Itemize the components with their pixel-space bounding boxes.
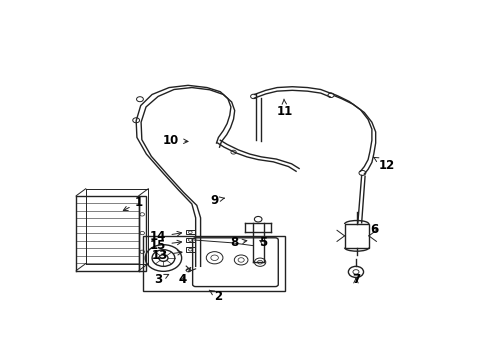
Bar bbox=[186, 247, 194, 252]
Text: 5: 5 bbox=[259, 236, 267, 249]
Text: 11: 11 bbox=[276, 99, 292, 118]
Text: 15: 15 bbox=[150, 239, 181, 252]
Bar bbox=[344, 224, 368, 248]
Text: 13: 13 bbox=[151, 249, 182, 262]
Text: 4: 4 bbox=[178, 273, 186, 286]
Text: 7: 7 bbox=[351, 273, 359, 286]
Bar bbox=[142, 236, 284, 291]
Text: 12: 12 bbox=[373, 157, 394, 172]
Text: 10: 10 bbox=[163, 134, 187, 147]
Text: 14: 14 bbox=[150, 230, 181, 243]
Bar bbox=[186, 230, 194, 234]
Text: 6: 6 bbox=[369, 223, 377, 236]
Bar bbox=[186, 238, 194, 242]
Bar bbox=[139, 195, 145, 270]
Text: 3: 3 bbox=[154, 273, 168, 286]
Text: 1: 1 bbox=[123, 196, 142, 211]
Text: 8: 8 bbox=[230, 236, 246, 249]
Text: 2: 2 bbox=[209, 289, 222, 302]
Text: 9: 9 bbox=[210, 194, 224, 207]
